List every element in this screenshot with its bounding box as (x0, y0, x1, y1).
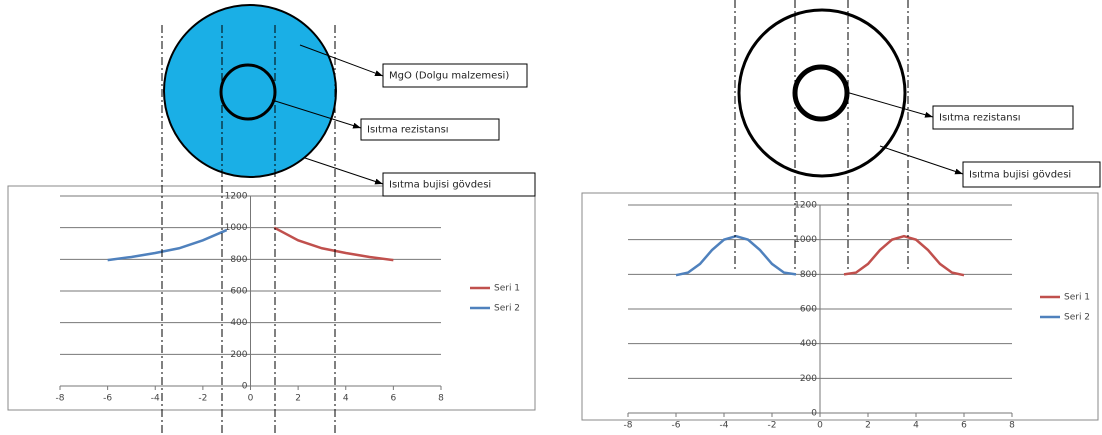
y-tick-label: 600 (230, 287, 247, 297)
x-tick-label: 6 (391, 394, 397, 404)
annotation: MgO (Dolgu malzemesi) (389, 71, 509, 82)
x-tick-label: 6 (961, 421, 967, 431)
x-tick-label: -2 (198, 394, 207, 404)
y-tick-label: 600 (800, 305, 817, 315)
chart: 0 200 400 600 800 1000 1200 -8 -6 -4 -2 0 2 4 6 8 Seri 1… (8, 186, 535, 410)
x-tick-label: -2 (768, 421, 777, 431)
x-tick-label: 0 (248, 394, 254, 404)
x-tick-label: 2 (295, 394, 301, 404)
figure: 020040060080010001200-8-6-4-202468Seri 1… (0, 0, 1102, 435)
x-tick-label: -8 (624, 421, 633, 431)
x-tick-label: 8 (438, 394, 444, 404)
chart-frame (582, 193, 1098, 420)
legend-label: Seri 2 (494, 304, 520, 314)
y-tick-label: 1000 (794, 235, 817, 245)
legend-label: Seri 1 (1064, 293, 1090, 303)
x-tick-label: -6 (672, 421, 681, 431)
y-tick-label: 0 (242, 382, 248, 392)
heater-circle (221, 65, 275, 119)
x-tick-label: 2 (865, 421, 871, 431)
x-tick-label: -6 (103, 394, 112, 404)
annotation: Isıtma bujisi gövdesi (969, 170, 1071, 181)
annotation: Isıtma rezistansı (367, 125, 449, 136)
y-tick-label: 400 (230, 318, 247, 328)
y-tick-label: 0 (811, 409, 817, 419)
legend-label: Seri 2 (1064, 313, 1090, 323)
y-tick-label: 400 (800, 339, 817, 349)
y-tick-label: 1200 (794, 201, 817, 211)
x-tick-label: -4 (151, 394, 160, 404)
heater-circle (795, 67, 847, 119)
y-tick-label: 800 (230, 255, 247, 265)
legend-label: Seri 1 (494, 284, 520, 294)
x-tick-label: -8 (56, 394, 65, 404)
x-tick-label: 4 (343, 394, 349, 404)
annotation: Isıtma bujisi gövdesi (389, 180, 491, 191)
x-tick-label: 0 (817, 421, 823, 431)
y-tick-label: 1200 (225, 192, 248, 202)
annotation: Isıtma rezistansı (939, 113, 1021, 124)
chart-frame (8, 186, 535, 410)
y-tick-label: 1000 (225, 223, 248, 233)
y-tick-label: 800 (800, 270, 817, 280)
chart: 0 200 400 600 800 1000 1200 -8 -6 -4 -2 0 2 4 6 8 Seri 1… (582, 193, 1098, 431)
x-tick-label: 8 (1009, 421, 1015, 431)
x-tick-label: 4 (913, 421, 919, 431)
y-tick-label: 200 (800, 374, 817, 384)
y-tick-label: 200 (230, 350, 247, 360)
x-tick-label: -4 (720, 421, 729, 431)
